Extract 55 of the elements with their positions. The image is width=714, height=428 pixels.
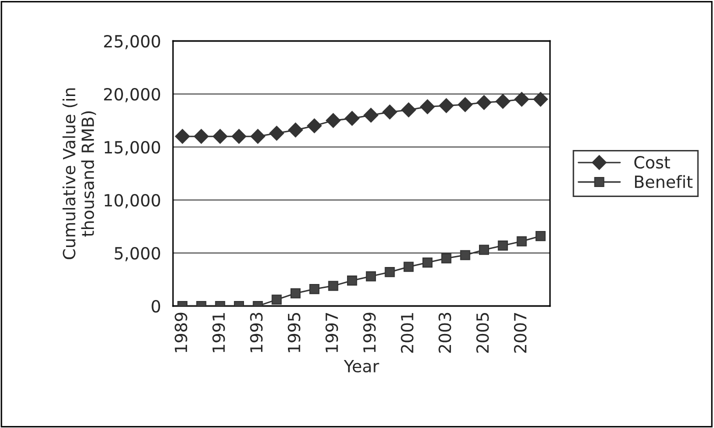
x-tick-label: 1997 (325, 312, 338, 352)
point (460, 250, 470, 260)
point (269, 126, 284, 141)
point (458, 97, 473, 112)
x-tick-label: 2001 (400, 313, 414, 353)
x-axis-title: Year (344, 360, 380, 372)
point (382, 104, 398, 120)
point (175, 129, 190, 144)
y-tick-label: 15,000 (104, 140, 160, 156)
legend-label: Cost (634, 156, 670, 169)
point (420, 99, 435, 114)
point (344, 110, 360, 126)
point (272, 294, 282, 305)
point (478, 244, 490, 255)
point (364, 108, 378, 123)
point (533, 92, 548, 107)
point (194, 129, 209, 144)
point (438, 98, 454, 114)
x-tick-label: 2007 (514, 312, 527, 353)
x-tick-label: 2003 (438, 312, 452, 353)
y-tick-label: 5,000 (114, 246, 160, 262)
point (536, 231, 546, 242)
y-tick-label: 20,000 (104, 88, 160, 102)
point (516, 236, 527, 246)
point (401, 102, 416, 118)
y-axis-title: Cumulative Value (in thousand RMB) (62, 88, 96, 260)
point (384, 267, 395, 278)
y-tick-label: 25,000 (104, 34, 160, 50)
x-tick-label: 1989 (174, 312, 188, 352)
point (232, 129, 246, 144)
point (328, 280, 338, 291)
point (366, 271, 376, 282)
point (404, 262, 414, 272)
point (326, 113, 341, 128)
x-tick-label: 1995 (288, 313, 300, 352)
x-tick-label: 2005 (476, 313, 489, 353)
point (476, 95, 492, 110)
y-tick-label: 10,000 (104, 194, 160, 208)
x-tick-label: 1991 (212, 313, 225, 352)
point (498, 240, 508, 251)
point (250, 129, 266, 144)
point (441, 253, 452, 264)
point (288, 122, 303, 138)
x-tick-label: 1993 (250, 312, 263, 352)
point (495, 94, 510, 109)
y-tick-label: 0 (152, 300, 160, 313)
point (306, 118, 322, 134)
legend-label: Benefit (635, 175, 693, 188)
x-tick-label: 1999 (363, 312, 376, 352)
point (347, 276, 358, 286)
point (290, 288, 301, 298)
point (514, 92, 530, 107)
point (309, 284, 320, 294)
point (212, 129, 228, 144)
point (422, 258, 433, 268)
